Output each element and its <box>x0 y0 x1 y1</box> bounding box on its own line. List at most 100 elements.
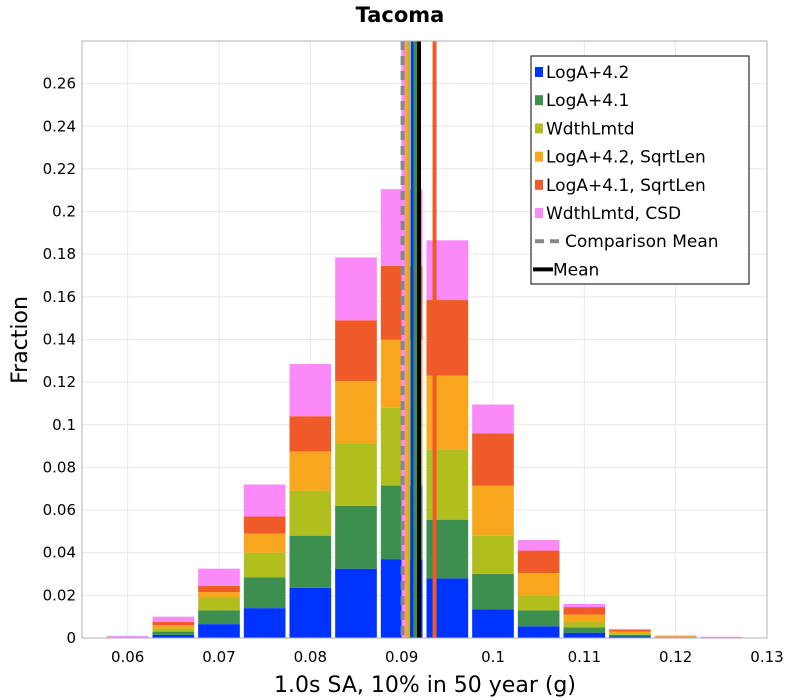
x-tick-label: 0.08 <box>294 648 327 666</box>
bar-segment-wdthlmtd-csd <box>152 616 195 623</box>
x-tick-label: 0.13 <box>750 648 783 666</box>
x-axis-label: 1.0s SA, 10% in 50 year (g) <box>274 673 576 698</box>
bar-segment-wdthlmtd <box>289 490 332 536</box>
plot-area <box>81 40 768 639</box>
legend-swatch <box>535 151 543 162</box>
bar-segment-wdthlmtd-csd <box>472 404 514 434</box>
x-tick-label: 0.07 <box>202 648 235 666</box>
bar-segment-loga-4-1-sqrtlen <box>563 607 606 615</box>
y-tick-label: 0.26 <box>43 75 76 93</box>
legend-swatch <box>535 67 543 77</box>
bar-segment-loga-4-1 <box>472 574 514 610</box>
y-tick-label: 0 <box>66 629 76 647</box>
x-tick-label: 0.12 <box>659 648 692 666</box>
bar-segment-wdthlmtd-csd <box>106 635 149 637</box>
legend-swatch <box>535 95 543 106</box>
legend-label: LogA+4.2 <box>546 63 629 83</box>
bar-segment-loga-4-2-sqrtlen <box>563 614 606 623</box>
bar-segment-wdthlmtd <box>152 628 195 632</box>
bar-segment-loga-4-1 <box>289 535 332 588</box>
legend-swatch <box>535 123 543 134</box>
bar-segment-wdthlmtd <box>198 597 240 611</box>
bar-segment-wdthlmtd-csd <box>243 484 286 517</box>
y-tick-label: 0.24 <box>43 117 76 135</box>
bar-segment-loga-4-2 <box>289 587 332 638</box>
bar-segment-loga-4-2 <box>563 632 606 638</box>
y-tick-label: 0.22 <box>43 160 76 178</box>
bar-segment-loga-4-2 <box>609 636 651 638</box>
bar-segment-loga-4-1-sqrtlen <box>243 516 286 534</box>
bar-segment-loga-4-2 <box>517 626 560 638</box>
legend: LogA+4.2 LogA+4.1 WdthLmtd LogA+4.2, SqrtLe… <box>530 55 750 285</box>
legend-label: Comparison Mean <box>565 232 719 252</box>
mean-lines-group <box>400 41 437 638</box>
bar-segment-loga-4-2-sqrtlen <box>289 451 332 491</box>
legend-label: WdthLmtd, CSD <box>546 204 681 224</box>
bar-segment-wdthlmtd <box>243 552 286 578</box>
bar-segment-loga-4-2 <box>472 609 514 638</box>
bar-segment-loga-4-1-sqrtlen <box>198 585 240 593</box>
bar-segment-loga-4-1-sqrtlen <box>472 433 514 486</box>
bar-segment-wdthlmtd-csd <box>198 568 240 586</box>
legend-swatch <box>535 179 543 190</box>
bar-segment-wdthlmtd-csd <box>609 628 651 630</box>
legend-label: LogA+4.1, SqrtLen <box>546 176 706 196</box>
bar-segment-wdthlmtd <box>517 595 560 611</box>
legend-swatch <box>535 208 543 218</box>
x-axis-ticks: 0.06 0.07 0.08 0.09 0.1 0.11 0.12 0.13 <box>111 648 784 666</box>
bar-segment-wdthlmtd-csd <box>563 603 606 608</box>
bar-segment-loga-4-2 <box>198 624 240 638</box>
bar-segment-loga-4-1 <box>563 627 606 633</box>
x-tick-label: 0.09 <box>385 648 418 666</box>
bar-segment-loga-4-1-sqrtlen <box>289 416 332 452</box>
legend-label: WdthLmtd <box>546 119 635 139</box>
bar-segment-loga-4-2-sqrtlen <box>609 631 651 634</box>
bar-segment-loga-4-2 <box>243 608 286 638</box>
chart-title: Tacoma <box>356 3 445 27</box>
bar-segment-wdthlmtd <box>335 443 377 506</box>
x-tick-label: 0.11 <box>568 648 601 666</box>
y-tick-label: 0.04 <box>43 544 76 562</box>
bar-segment-loga-4-2-sqrtlen <box>243 533 286 553</box>
y-tick-label: 0.2 <box>52 203 76 221</box>
bar-segment-wdthlmtd-csd <box>289 364 332 417</box>
bar-segment-loga-4-1 <box>335 505 377 569</box>
bar-segment-loga-4-2-sqrtlen <box>152 625 195 629</box>
y-axis-label: Fraction <box>8 296 33 384</box>
y-tick-label: 0.1 <box>52 416 76 434</box>
bar-segment-wdthlmtd-csd <box>517 539 560 551</box>
x-tick-label: 0.1 <box>481 648 505 666</box>
y-tick-label: 0.12 <box>43 373 76 391</box>
bar-segment-loga-4-1-sqrtlen <box>335 320 377 382</box>
y-tick-label: 0.02 <box>43 586 76 604</box>
legend-label: Mean <box>553 260 599 280</box>
bar-segment-wdthlmtd <box>563 622 606 628</box>
bar-segment-loga-4-1 <box>198 610 240 625</box>
y-tick-label: 0.06 <box>43 501 76 519</box>
bar-segment-loga-4-2 <box>335 568 377 638</box>
bar-segment-loga-4-1 <box>609 634 651 637</box>
y-tick-label: 0.16 <box>43 288 76 306</box>
y-axis-ticks: 0 0.02 0.04 0.06 0.08 0.1 0.12 0.14 0.16 0.18 0.2 0… <box>43 75 76 647</box>
bar-segment-loga-4-1 <box>152 631 195 635</box>
bar-segment-loga-4-2-sqrtlen <box>335 381 377 444</box>
bar-segment-loga-4-2-sqrtlen <box>472 485 514 536</box>
bar-segment-loga-4-1-sqrtlen <box>152 622 195 626</box>
bar-segment-loga-4-1 <box>517 610 560 627</box>
bar-segment-wdthlmtd <box>472 535 514 575</box>
legend-box <box>530 55 750 285</box>
x-tick-label: 0.06 <box>111 648 144 666</box>
bar-segment-loga-4-2-sqrtlen <box>198 592 240 598</box>
bar-segment-loga-4-1 <box>243 577 286 609</box>
bar-segment-wdthlmtd <box>609 633 651 635</box>
y-tick-label: 0.18 <box>43 245 76 263</box>
bar-segment-loga-4-1-sqrtlen <box>609 629 651 632</box>
bar-segment-loga-4-2-sqrtlen <box>517 572 560 596</box>
bar-segment-loga-4-1-sqrtlen <box>517 550 560 573</box>
y-tick-label: 0.08 <box>43 458 76 476</box>
bar-segment-loga-4-2 <box>152 634 195 638</box>
legend-label: LogA+4.1 <box>546 91 629 111</box>
legend-label: LogA+4.2, SqrtLen <box>546 148 706 168</box>
bar-segment-wdthlmtd-csd <box>335 257 377 321</box>
